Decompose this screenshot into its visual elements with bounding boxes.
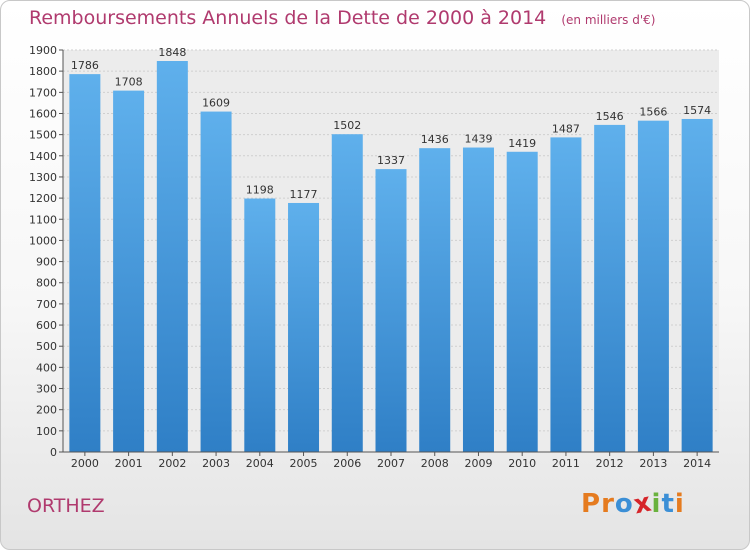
chart-title: Remboursements Annuels de la Dette de 20… (29, 7, 547, 29)
x-tick-label: 2005 (290, 457, 318, 470)
value-label: 1177 (290, 188, 318, 201)
x-tick-label: 2010 (508, 457, 536, 470)
x-tick-label: 2013 (639, 457, 667, 470)
x-tick-label: 2007 (377, 457, 405, 470)
bar-2003 (200, 111, 232, 453)
logo-letter: t (661, 489, 675, 519)
value-label: 1708 (115, 76, 143, 89)
y-tick-label: 700 (36, 298, 57, 311)
city-label: ORTHEZ (27, 495, 105, 517)
bar-2006 (331, 134, 363, 452)
value-label: 1848 (158, 46, 186, 59)
value-label: 1502 (333, 119, 361, 132)
y-tick-label: 900 (36, 256, 57, 269)
y-tick-label: 1400 (29, 150, 57, 163)
y-tick-label: 1500 (29, 129, 57, 142)
bar-2002 (156, 61, 188, 452)
value-label: 1546 (596, 110, 624, 123)
y-tick-label: 1800 (29, 65, 57, 78)
bar-2009 (462, 147, 494, 452)
y-tick-label: 600 (36, 319, 57, 332)
y-tick-label: 800 (36, 277, 57, 290)
x-tick-label: 2011 (552, 457, 580, 470)
x-tick-label: 2006 (333, 457, 361, 470)
bar-2008 (419, 148, 451, 452)
y-tick-label: 200 (36, 404, 57, 417)
x-tick-label: 2002 (158, 457, 186, 470)
logo-letter: i (674, 489, 685, 519)
x-tick-label: 2012 (596, 457, 624, 470)
value-label: 1487 (552, 122, 580, 135)
x-tick-label: 2014 (683, 457, 711, 470)
y-tick-label: 1700 (29, 86, 57, 99)
value-label: 1566 (639, 106, 667, 119)
chart-subtitle: (en milliers d'€) (561, 13, 656, 27)
bar-2004 (244, 198, 276, 452)
value-label: 1198 (246, 184, 274, 197)
y-tick-label: 0 (50, 446, 57, 459)
bar-2012 (594, 124, 626, 452)
bar-2013 (637, 120, 669, 453)
value-label: 1419 (508, 137, 536, 150)
value-label: 1574 (683, 104, 711, 117)
bar-2014 (681, 118, 713, 453)
logo-letter: i (651, 489, 662, 519)
value-label: 1337 (377, 154, 405, 167)
y-tick-label: 1300 (29, 171, 57, 184)
value-label: 1609 (202, 97, 230, 110)
logo-letter: P (581, 489, 602, 519)
title-bar: Remboursements Annuels de la Dette de 20… (29, 7, 655, 29)
x-tick-label: 2004 (246, 457, 274, 470)
y-tick-label: 300 (36, 383, 57, 396)
y-tick-label: 1000 (29, 234, 57, 247)
x-tick-label: 2001 (115, 457, 143, 470)
bar-2000 (69, 74, 101, 453)
y-tick-label: 400 (36, 361, 57, 374)
x-tick-label: 2008 (421, 457, 449, 470)
value-label: 1439 (464, 133, 492, 146)
x-tick-label: 2003 (202, 457, 230, 470)
y-tick-label: 1100 (29, 213, 57, 226)
x-tick-label: 2009 (464, 457, 492, 470)
bar-2001 (113, 90, 145, 452)
y-tick-label: 100 (36, 425, 57, 438)
y-tick-label: 1200 (29, 192, 57, 205)
logo-letter: r (601, 489, 615, 519)
x-tick-label: 2000 (71, 457, 99, 470)
y-tick-label: 1600 (29, 107, 57, 120)
bar-2010 (506, 151, 538, 452)
logo-letter: o (614, 489, 634, 519)
y-tick-label: 500 (36, 340, 57, 353)
proxiti-logo: Proxiti (581, 487, 685, 520)
y-tick-label: 1900 (29, 44, 57, 57)
bar-2011 (550, 137, 582, 452)
value-label: 1436 (421, 133, 449, 146)
value-label: 1786 (71, 59, 99, 72)
bar-2005 (288, 202, 320, 452)
bar-2007 (375, 169, 407, 452)
